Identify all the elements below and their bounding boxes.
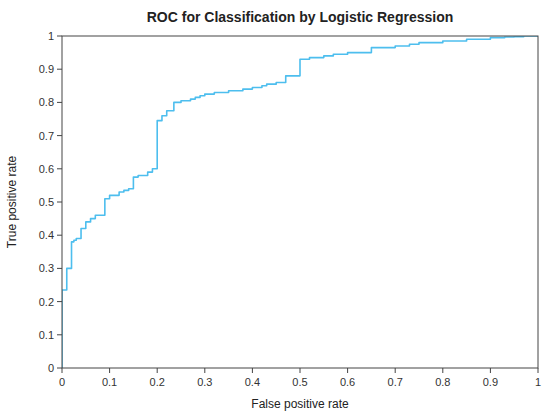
y-tick [57,135,62,136]
y-tick-label: 0.3 [39,262,54,274]
chart: 0 0.1 0.2 0.3 0.4 0.5 0.6 0.7 0.8 0.9 1 0 0.1 0.2 0.3 0… [0,0,560,420]
x-tick [442,368,443,373]
x-tick-label: 0.4 [245,376,260,388]
y-tick [57,368,62,369]
y-tick [57,36,62,37]
x-tick-label: 1 [535,376,541,388]
x-tick [538,368,539,373]
y-axis-label: True positive rate [5,156,19,249]
x-tick-label: 0.8 [435,376,450,388]
y-tick [57,334,62,335]
y-tick-label: 0 [48,362,54,374]
y-tick [57,69,62,70]
x-tick [252,368,253,373]
x-tick [490,368,491,373]
x-tick-label: 0.6 [340,376,355,388]
y-tick-label: 0.9 [39,63,54,75]
x-tick-label: 0.2 [150,376,165,388]
x-tick [204,368,205,373]
plot-background [62,36,538,368]
y-tick-label: 0.1 [39,329,54,341]
y-tick [57,102,62,103]
y-tick-label: 0.6 [39,163,54,175]
x-tick-label: 0 [59,376,65,388]
y-tick [57,235,62,236]
roc-line [62,36,538,368]
x-tick [109,368,110,373]
y-tick-label: 0.5 [39,196,54,208]
title: ROC for Classification by Logistic Regre… [147,9,454,25]
series [62,36,538,368]
x-tick [157,368,158,373]
x-tick [62,368,63,373]
x-tick-label: 0.9 [483,376,498,388]
y-tick-label: 0.7 [39,130,54,142]
plot-frame [62,36,538,368]
x-tick [300,368,301,373]
y-tick [57,301,62,302]
y-tick-label: 0.8 [39,96,54,108]
x-axis-label: False positive rate [251,397,349,411]
y-tick-label: 1 [48,30,54,42]
y-tick [57,268,62,269]
x-tick-label: 0.7 [388,376,403,388]
x-tick-label: 0.5 [292,376,307,388]
x-tick [395,368,396,373]
y-tick-label: 0.4 [39,229,54,241]
x-tick-label: 0.1 [102,376,117,388]
ticks: 0 0.1 0.2 0.3 0.4 0.5 0.6 0.7 0.8 0.9 1 0 0.1 0.2 0.3 0… [39,30,541,388]
y-tick [57,168,62,169]
x-tick-label: 0.3 [197,376,212,388]
y-tick [57,202,62,203]
x-tick [347,368,348,373]
y-tick-label: 0.2 [39,296,54,308]
